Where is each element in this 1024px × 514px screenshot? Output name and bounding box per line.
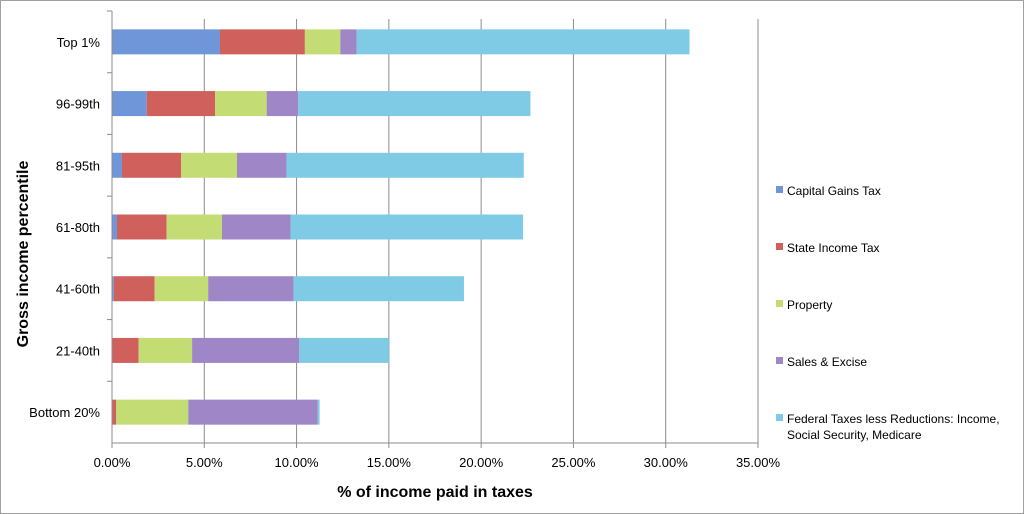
bar-segment	[192, 337, 300, 363]
y-tick-label: 81-95th	[56, 158, 100, 173]
bar-segment	[138, 337, 193, 363]
x-tick-label: 10.00%	[275, 455, 320, 470]
bar-segment	[112, 152, 122, 178]
legend-label: Social Security, Medicare	[787, 428, 922, 442]
bar-segment	[317, 399, 320, 425]
legend-label: Federal Taxes less Reductions: Income,	[787, 412, 1000, 426]
bar-segment	[188, 399, 318, 425]
y-tick-label: 21-40th	[56, 343, 100, 358]
legend-label: Property	[787, 298, 832, 312]
bar-segment	[166, 214, 223, 240]
y-axis-title: Gross income percentile	[15, 161, 32, 348]
bar-segment	[299, 337, 389, 363]
bar-segment	[340, 29, 357, 55]
bar-segment	[181, 152, 237, 178]
x-tick-label: 35.00%	[736, 455, 781, 470]
y-tick-label: 96-99th	[56, 97, 100, 112]
bar-segment	[112, 29, 220, 55]
legend-swatch	[776, 300, 783, 307]
legend-swatch	[776, 414, 783, 421]
x-tick-label: 20.00%	[459, 455, 504, 470]
bar-segment	[116, 399, 189, 425]
bar-segment	[113, 276, 155, 302]
bar-segment	[112, 91, 147, 117]
bar-segment	[154, 276, 209, 302]
y-tick-label: Top 1%	[57, 35, 101, 50]
bar-segment	[222, 214, 291, 240]
bar-segment	[219, 29, 305, 55]
bar-segment	[112, 214, 117, 240]
bar-segment	[286, 152, 524, 178]
bar-segment	[112, 399, 117, 425]
bar-segment	[356, 29, 690, 55]
y-tick-label: 41-60th	[56, 282, 100, 297]
bar-segment	[290, 214, 524, 240]
bar-segment	[298, 91, 531, 117]
legend-swatch	[776, 186, 783, 193]
x-axis-title: % of income paid in taxes	[337, 484, 533, 501]
bar-segment	[146, 91, 216, 117]
legend-swatch	[776, 243, 783, 250]
bar-segment	[121, 152, 182, 178]
x-tick-label: 5.00%	[186, 455, 223, 470]
legend-label: State Income Tax	[787, 241, 880, 255]
bar-segment	[112, 337, 139, 363]
legend-label: Capital Gains Tax	[787, 184, 881, 198]
bar-segment	[215, 91, 267, 117]
bar-segment	[293, 276, 464, 302]
legend-label: Sales & Excise	[787, 355, 867, 369]
x-tick-label: 30.00%	[644, 455, 689, 470]
x-tick-label: 15.00%	[367, 455, 412, 470]
bar-segment	[112, 276, 114, 302]
y-tick-label: Bottom 20%	[29, 405, 100, 420]
x-tick-label: 25.00%	[551, 455, 596, 470]
legend-swatch	[776, 357, 783, 364]
bar-segment	[266, 91, 299, 117]
bar-segment	[304, 29, 341, 55]
x-tick-label: 0.00%	[94, 455, 131, 470]
bar-segment	[208, 276, 294, 302]
bar-segment	[236, 152, 287, 178]
y-tick-label: 61-80th	[56, 220, 100, 235]
bar-segment	[116, 214, 167, 240]
